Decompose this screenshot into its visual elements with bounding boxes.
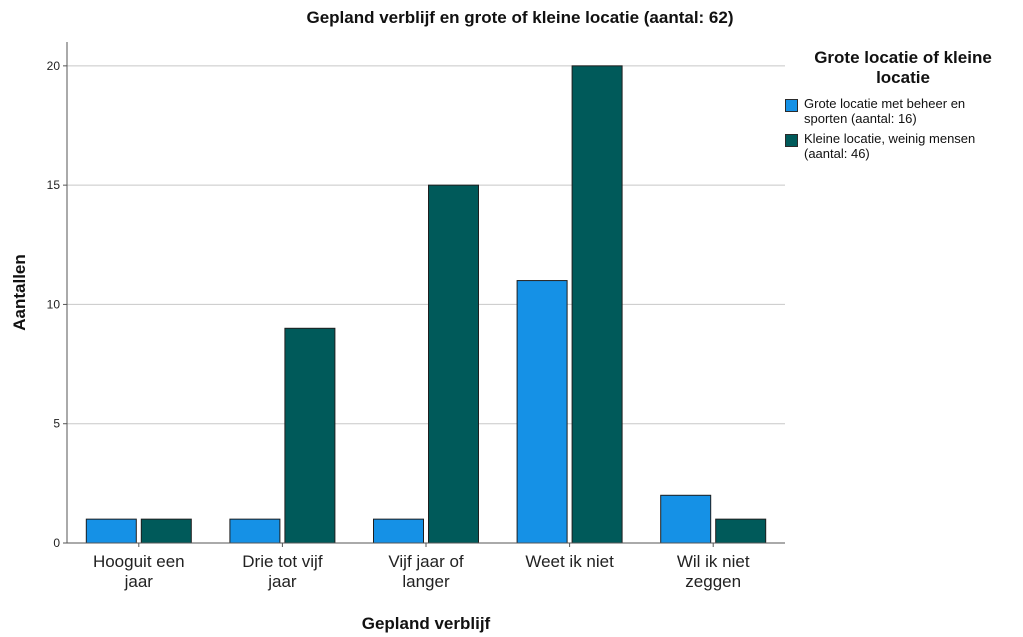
y-tick-label: 20 bbox=[47, 59, 61, 73]
y-tick-label: 5 bbox=[53, 417, 60, 431]
legend-label-line: Kleine locatie, weinig mensen bbox=[804, 131, 976, 146]
legend-item-kleine-locatie: Kleine locatie, weinig mensen (aantal: 4… bbox=[784, 131, 1022, 161]
legend-title-line: locatie bbox=[876, 68, 930, 87]
legend-swatch bbox=[785, 99, 798, 112]
x-tick-label-line: jaar bbox=[267, 572, 297, 591]
x-tick-label: Drie tot vijf jaar bbox=[242, 552, 323, 591]
bar bbox=[428, 184, 479, 544]
y-tick-label: 10 bbox=[47, 297, 61, 311]
y-tick-label: 15 bbox=[47, 178, 61, 192]
x-tick-label: Hooguit een jaar bbox=[93, 552, 185, 591]
x-tick-label-line: Hooguit een bbox=[93, 552, 185, 571]
y-axis-title: Aantallen bbox=[10, 254, 29, 331]
legend-label-line: sporten (aantal: 16) bbox=[804, 111, 917, 126]
bar bbox=[284, 327, 336, 544]
bar bbox=[660, 494, 712, 544]
x-tick-label-line: Drie tot vijf bbox=[242, 552, 323, 571]
legend-label-line: Grote locatie met beheer en bbox=[804, 96, 966, 111]
legend-label-line: (aantal: 46) bbox=[804, 146, 870, 161]
legend-title-line: Grote locatie of kleine bbox=[814, 48, 992, 67]
bar bbox=[140, 518, 192, 544]
bar bbox=[85, 518, 137, 544]
x-tick-label-line: zeggen bbox=[685, 572, 741, 591]
chart-title: Gepland verblijf en grote of kleine loca… bbox=[306, 8, 734, 27]
y-tick-label: 0 bbox=[53, 536, 60, 550]
legend-title: Grote locatie of kleine locatie bbox=[784, 48, 1022, 88]
bar bbox=[516, 280, 568, 544]
legend: Grote locatie of kleine locatie Grote lo… bbox=[784, 48, 1022, 166]
bar bbox=[571, 65, 623, 544]
x-tick-label-line: langer bbox=[402, 572, 450, 591]
legend-item-grote-locatie: Grote locatie met beheer en sporten (aan… bbox=[784, 96, 1022, 126]
x-tick-label: Vijf jaar of langer bbox=[388, 552, 464, 591]
x-tick-label-line: Weet ik niet bbox=[525, 552, 614, 571]
x-tick-label-line: Wil ik niet bbox=[677, 552, 750, 571]
x-axis-title: Gepland verblijf bbox=[362, 614, 491, 633]
x-tick-label: Weet ik niet bbox=[525, 552, 614, 571]
bar bbox=[715, 518, 767, 544]
x-tick-label: Wil ik niet zeggen bbox=[677, 552, 750, 591]
legend-swatch bbox=[785, 134, 798, 147]
x-tick-label-line: Vijf jaar of bbox=[388, 552, 464, 571]
x-tick-label-line: jaar bbox=[124, 572, 154, 591]
bar bbox=[373, 518, 424, 544]
bar bbox=[229, 518, 281, 544]
